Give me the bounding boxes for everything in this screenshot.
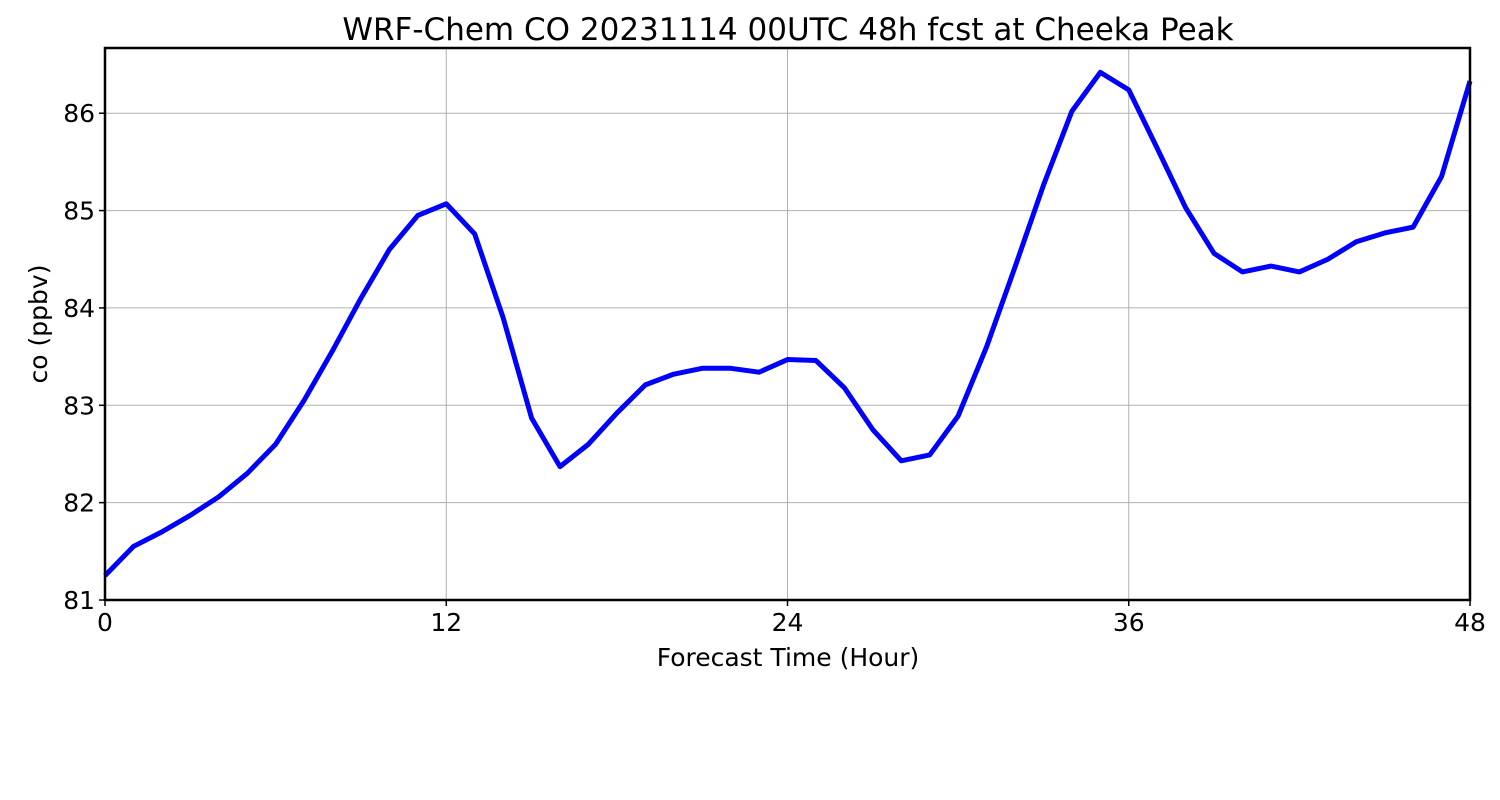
- y-tick-label: 84: [63, 294, 95, 323]
- y-axis: 81 82 83 84 85 86: [63, 99, 105, 615]
- series-layer: [103, 69, 1473, 578]
- x-tick-label: 48: [1454, 608, 1486, 637]
- x-axis: 0 12 24 36 48: [97, 600, 1486, 637]
- chart-title: WRF-Chem CO 20231114 00UTC 48h fcst at C…: [342, 12, 1233, 48]
- x-tick-label: 36: [1113, 608, 1145, 637]
- y-axis-label: co (ppbv): [24, 265, 53, 384]
- y-tick-label: 82: [63, 489, 95, 518]
- x-tick-label: 12: [430, 608, 462, 637]
- x-tick-label: 0: [97, 608, 113, 637]
- y-tick-label: 81: [63, 586, 95, 615]
- series-line-0: [103, 69, 1473, 578]
- x-axis-label: Forecast Time (Hour): [657, 643, 920, 672]
- y-tick-label: 83: [63, 391, 95, 420]
- y-tick-label: 86: [63, 99, 95, 128]
- y-tick-label: 85: [63, 197, 95, 226]
- x-tick-label: 24: [772, 608, 804, 637]
- grid: [104, 48, 1471, 601]
